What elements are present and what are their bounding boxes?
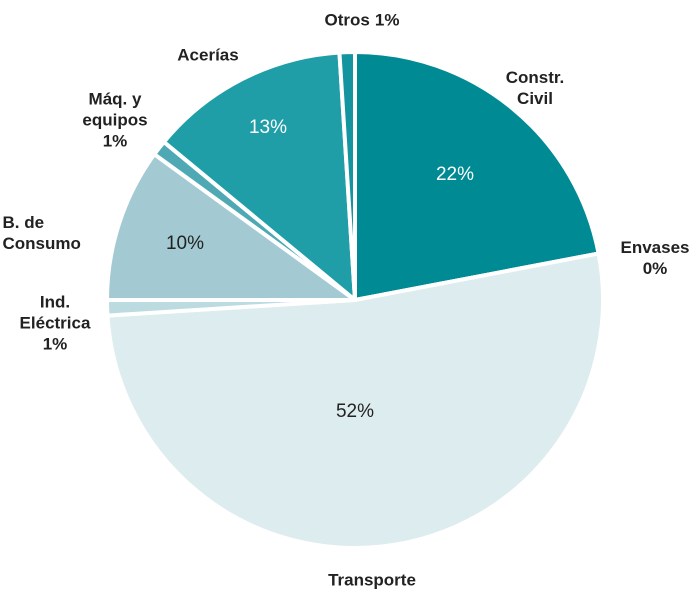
slice-label: Envases 0% [615,237,695,279]
category-name: Otros [324,10,370,30]
percent-text: 10% [165,233,205,254]
percent-text: 52% [335,401,375,422]
percent-text: 13% [248,117,288,138]
category-name: Máq. y equipos [82,89,148,130]
pie-slice [105,152,357,302]
slice-label: B. de Consumo [3,212,88,254]
percent-label: 1% [102,131,128,151]
category-name: Ind. Eléctrica [19,292,91,333]
percent-label: 1% [42,334,68,354]
slice-label: Constr. Civil [495,67,575,109]
slice-label: Otros 1% [302,10,422,31]
category-name: Envases [620,238,690,257]
category-name: Constr. Civil [505,68,565,108]
percent-label: 52% [336,401,374,423]
pie-slice [353,50,601,302]
percent-label: 0% [642,259,668,278]
pie-slice [161,50,357,302]
slice-label: Ind. Eléctrica 1% [13,292,98,355]
category-name: Acerías [177,45,239,65]
slice-label: Transporte [312,570,432,591]
category-name: B. de Consumo [2,213,81,253]
slice-label: Acerías [158,45,258,66]
pie-slice [105,251,605,550]
percent-text: 22% [435,164,475,185]
percent-label: 22% [436,164,474,186]
category-name: Transporte [328,570,416,590]
percent-label: 13% [249,117,287,139]
slice-label: Máq. y equipos 1% [75,89,155,152]
percent-label: 10% [166,233,204,255]
percent-label: 1% [374,10,400,30]
pie-slice [337,50,357,302]
